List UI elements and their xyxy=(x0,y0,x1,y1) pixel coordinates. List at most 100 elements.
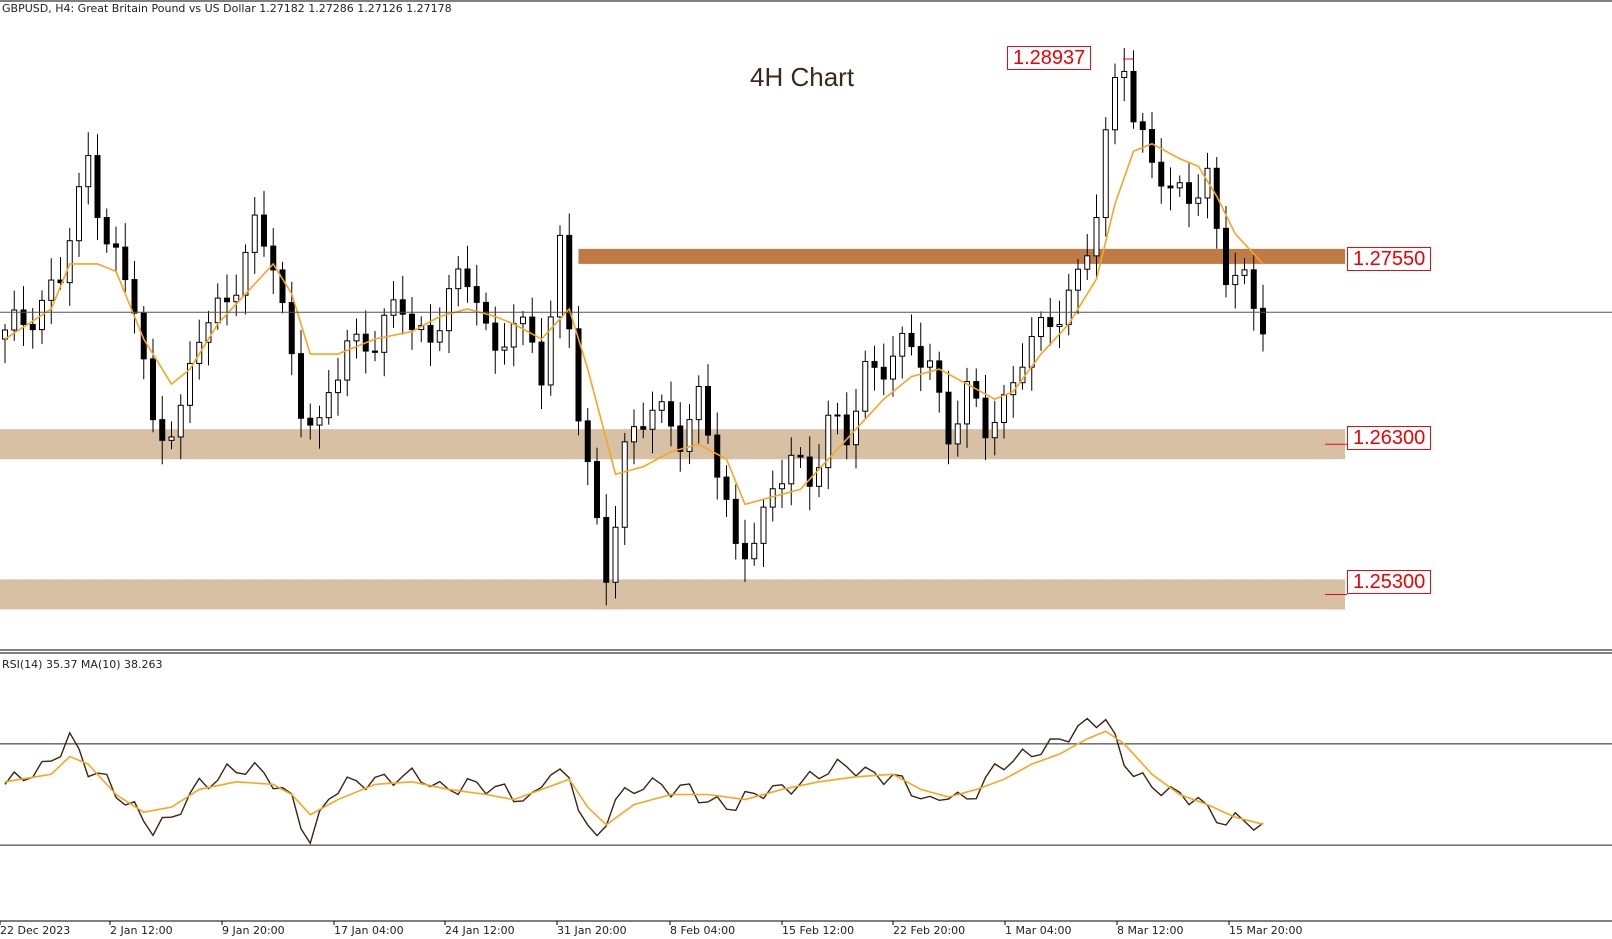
candle-body xyxy=(307,417,314,426)
candle-body xyxy=(446,288,452,332)
candle-body xyxy=(159,419,166,441)
candle-body xyxy=(964,381,970,425)
candle-body xyxy=(834,414,841,417)
candle-body xyxy=(862,360,869,412)
candle-body xyxy=(492,322,499,351)
candle-body xyxy=(547,316,554,386)
candle-body xyxy=(177,404,184,438)
candle-body xyxy=(224,297,230,303)
x-tick-label: 24 Jan 12:00 xyxy=(445,924,515,937)
candle-body xyxy=(927,360,933,368)
candle-body xyxy=(677,425,684,452)
candle-body xyxy=(131,279,138,314)
support-resistance-zones xyxy=(0,248,1345,610)
x-tick-label: 8 Feb 04:00 xyxy=(670,924,736,937)
candle-body xyxy=(1056,324,1063,328)
candle-body xyxy=(1232,274,1239,286)
candle-body xyxy=(113,243,119,248)
candle-body xyxy=(1047,317,1054,328)
moving-average xyxy=(4,142,1264,506)
x-tick-label: 22 Dec 2023 xyxy=(0,924,71,937)
candle-body xyxy=(760,506,767,544)
candle-body xyxy=(686,419,693,452)
candle-body xyxy=(566,234,573,330)
candle-body xyxy=(1158,161,1165,187)
candle-body xyxy=(880,366,887,380)
candle-body xyxy=(936,360,943,393)
chart-title: 4H Chart xyxy=(750,62,855,92)
candle-body xyxy=(455,268,462,290)
x-tick-label: 8 Mar 12:00 xyxy=(1117,924,1184,937)
candle-body xyxy=(1028,336,1035,368)
candle-body xyxy=(723,476,730,500)
candle-body xyxy=(779,483,785,490)
high-connector xyxy=(1123,58,1134,61)
candle-body xyxy=(806,456,813,487)
candle-body xyxy=(168,436,175,441)
candle-body xyxy=(233,294,240,303)
candle-body xyxy=(66,240,73,284)
candle-body xyxy=(529,316,536,343)
candle-body xyxy=(603,516,610,583)
level-label-resistance: 1.27550 xyxy=(1347,247,1432,271)
candle-body xyxy=(214,297,221,324)
candle-body xyxy=(788,454,795,485)
candle-body xyxy=(1213,167,1220,229)
candle-body xyxy=(150,358,156,421)
candle-body xyxy=(612,526,619,583)
candle-body xyxy=(732,498,739,544)
candle-body xyxy=(816,467,822,487)
candle-body xyxy=(640,426,647,430)
candle-body xyxy=(436,330,443,343)
candle-body xyxy=(399,299,406,315)
x-tick-label: 22 Feb 20:00 xyxy=(893,924,966,937)
candle-body xyxy=(658,401,665,411)
rsi-ma-line xyxy=(4,730,1264,826)
rsi-line xyxy=(4,717,1264,845)
candle-body xyxy=(1001,394,1007,423)
candle-body xyxy=(48,279,55,301)
candle-body xyxy=(825,414,832,469)
candle-body xyxy=(122,246,129,281)
candle-body xyxy=(520,316,526,325)
candle-body xyxy=(1139,121,1146,131)
candle-body xyxy=(621,441,628,528)
candle-body xyxy=(1186,182,1192,204)
candle-body xyxy=(1204,167,1211,199)
x-tick-label: 1 Mar 04:00 xyxy=(1005,924,1072,937)
candle-body xyxy=(325,392,332,419)
candle-body xyxy=(1112,76,1118,131)
level-label-support-1: 1.26300 xyxy=(1347,426,1432,450)
candle-body xyxy=(1130,70,1137,123)
candle-body xyxy=(381,314,388,353)
candle-body xyxy=(631,426,637,443)
candle-body xyxy=(853,410,859,446)
candle-body xyxy=(649,409,656,430)
candle-body xyxy=(584,420,591,463)
candle-body xyxy=(1149,129,1155,163)
x-tick-label: 15 Feb 12:00 xyxy=(782,924,855,937)
candle-body xyxy=(594,461,600,518)
candle-body xyxy=(1075,268,1081,291)
candle-body xyxy=(538,341,545,386)
rsi-panel xyxy=(0,717,1612,846)
candle-body xyxy=(1084,255,1091,270)
candle-body xyxy=(20,309,27,325)
candle-body xyxy=(473,286,480,303)
candle-body xyxy=(316,417,323,426)
candle-body xyxy=(1167,185,1174,189)
candle-body xyxy=(103,217,110,245)
candle-body xyxy=(29,323,36,331)
level-label-support-2: 1.25300 xyxy=(1347,570,1432,594)
candle-body xyxy=(11,309,18,331)
candle-body xyxy=(797,454,804,458)
candle-body xyxy=(843,414,850,446)
zone-3 xyxy=(0,579,1345,610)
candle-body xyxy=(270,245,277,271)
candle-body xyxy=(242,251,249,296)
candle-body xyxy=(510,323,517,348)
rsi-info: RSI(14) 35.37 MA(10) 38.263 xyxy=(2,658,163,671)
candle-body xyxy=(954,423,961,445)
